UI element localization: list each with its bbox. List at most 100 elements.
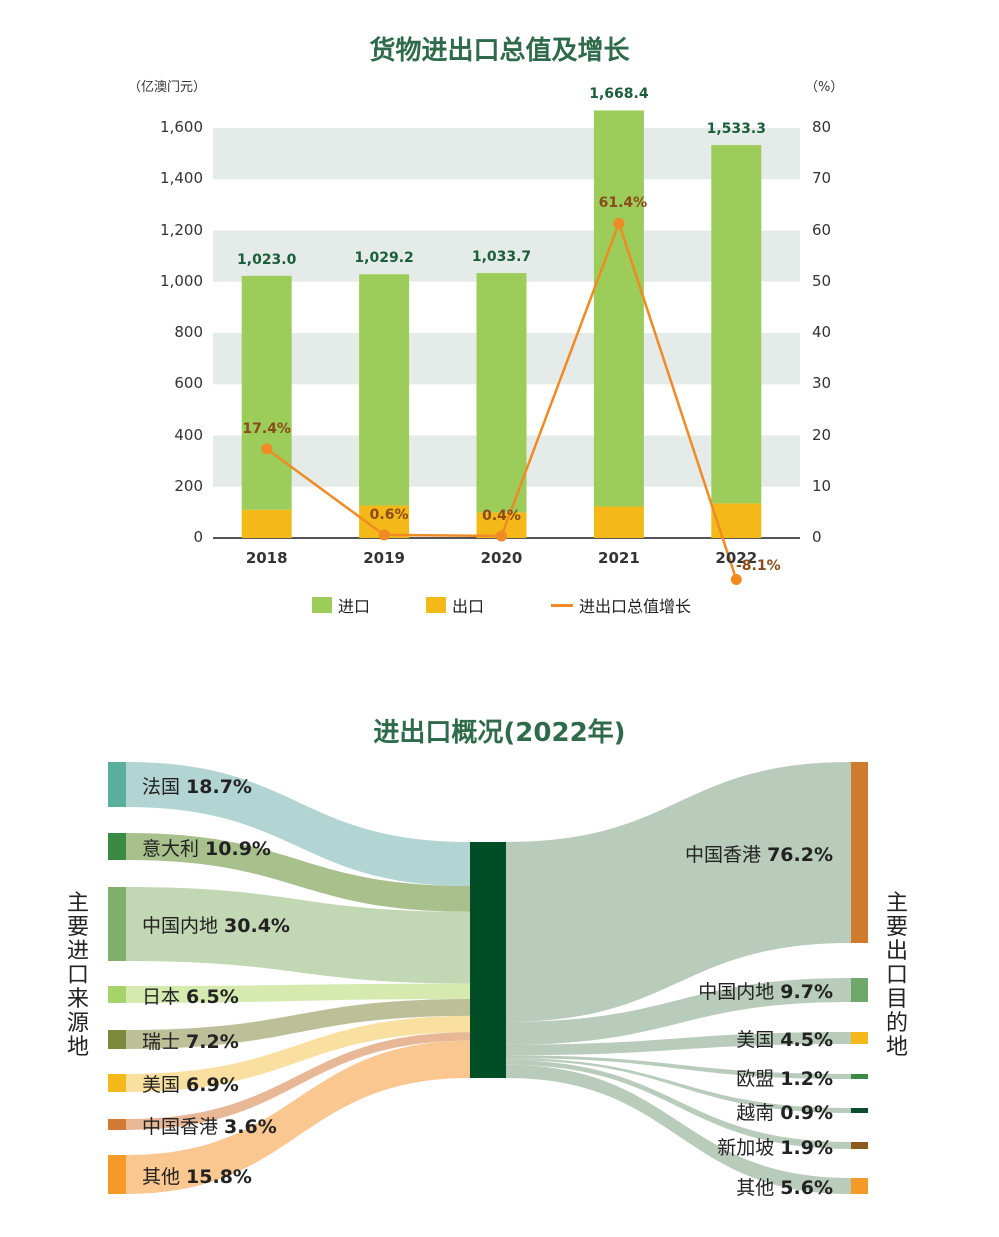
source-node <box>108 762 126 807</box>
y-tick-label: 1,000 <box>160 271 203 290</box>
source-node <box>108 986 126 1003</box>
bar-exports <box>711 503 762 538</box>
destination-value: 1.2% <box>780 1067 833 1090</box>
source-name: 法国 <box>142 775 187 798</box>
growth-point <box>378 529 390 541</box>
y-tick-label: 600 <box>174 374 203 393</box>
chart-title-overview: 进出口概况(2022年) <box>373 718 626 748</box>
growth-value-label: 61.4% <box>598 195 648 212</box>
bar-exports <box>241 509 292 538</box>
destination-name: 越南 <box>736 1101 781 1124</box>
source-node <box>108 1119 126 1130</box>
bar-imports <box>593 110 644 507</box>
source-label: 日本 6.5% <box>142 982 239 1009</box>
source-name: 日本 <box>142 985 187 1008</box>
destination-flow <box>506 978 851 1045</box>
source-flow <box>126 887 470 984</box>
source-value: 3.6% <box>224 1115 277 1138</box>
destination-value: 76.2% <box>767 843 833 866</box>
x-tick-label: 2020 <box>480 549 523 567</box>
y2-tick-label: 80 <box>812 118 832 136</box>
destination-label: 新加坡 1.9% <box>717 1133 833 1160</box>
right-axis-unit: （%） <box>805 80 844 95</box>
growth-point <box>613 217 625 229</box>
source-flow <box>126 833 470 912</box>
y2-tick-label: 0 <box>812 528 822 546</box>
destination-node <box>851 1108 868 1113</box>
source-node <box>108 1074 126 1092</box>
destination-name: 美国 <box>736 1029 781 1051</box>
legend-exports: 出口 <box>426 593 484 617</box>
export-destinations-axis-label: 主要出口目的地 <box>885 891 908 1060</box>
legend-imports-label: 进口 <box>338 597 371 616</box>
destination-node <box>851 1032 868 1044</box>
y2-tick-label: 50 <box>812 271 832 290</box>
growth-point <box>261 443 273 455</box>
destination-node <box>851 1142 868 1149</box>
source-flow <box>126 1015 470 1092</box>
source-name: 美国 <box>142 1074 187 1096</box>
destination-name: 欧盟 <box>736 1067 781 1090</box>
source-label: 美国 6.9% <box>142 1070 239 1097</box>
source-value: 18.7% <box>186 775 252 798</box>
legend-growth: 进出口总值增长 <box>551 593 691 617</box>
destination-flow <box>506 1058 851 1113</box>
trade-bar-chart <box>213 110 800 586</box>
source-flow <box>126 1032 470 1130</box>
growth-point <box>730 574 742 586</box>
destination-node <box>851 1074 868 1079</box>
source-flow <box>126 998 470 1049</box>
legend-exports-swatch <box>426 597 446 613</box>
bar-imports <box>359 274 410 506</box>
destination-flow <box>506 762 851 1022</box>
source-name: 中国内地 <box>142 915 225 937</box>
source-value: 6.9% <box>186 1074 239 1096</box>
bar-exports <box>593 506 644 538</box>
source-node <box>108 833 126 860</box>
x-tick-label: 2022 <box>715 549 758 567</box>
destination-value: 4.5% <box>780 1029 833 1051</box>
source-label: 中国内地 30.4% <box>142 911 290 938</box>
x-tick-label: 2018 <box>245 549 288 567</box>
source-value: 30.4% <box>224 915 290 937</box>
legend-imports-swatch <box>312 597 332 613</box>
destination-label: 中国香港 76.2% <box>685 840 833 867</box>
grid-band <box>213 128 800 180</box>
y2-tick-label: 20 <box>812 425 832 444</box>
source-name: 中国香港 <box>142 1115 225 1138</box>
legend-growth-swatch <box>551 603 573 607</box>
legend-imports: 进口 <box>312 593 370 617</box>
bar-total-label: 1,023.0 <box>237 251 297 268</box>
y-tick-label: 800 <box>174 323 203 341</box>
source-name: 意大利 <box>142 837 206 860</box>
source-label: 其他 15.8% <box>142 1162 252 1189</box>
source-label: 意大利 10.9% <box>142 834 271 861</box>
growth-value-label: 17.4% <box>242 420 291 437</box>
x-tick-label: 2021 <box>598 549 640 567</box>
destination-name: 新加坡 <box>717 1136 781 1159</box>
destination-value: 0.9% <box>780 1101 833 1124</box>
y-tick-label: 1,200 <box>160 220 203 239</box>
destination-flow <box>506 1060 851 1149</box>
source-value: 10.9% <box>205 837 271 860</box>
destination-label: 中国内地 9.7% <box>698 977 833 1004</box>
bar-imports <box>711 145 762 504</box>
bar-total-label: 1,029.2 <box>354 250 414 267</box>
destination-flow <box>506 1055 851 1079</box>
y-tick-label: 1,400 <box>160 169 203 188</box>
growth-value-label: 0.6% <box>369 506 409 523</box>
growth-value-label: 0.4% <box>482 507 521 524</box>
y-tick-label: 200 <box>174 476 203 495</box>
destination-node <box>851 762 868 943</box>
x-tick-label: 2019 <box>363 549 405 567</box>
legend-exports-label: 出口 <box>452 597 485 616</box>
destination-label: 越南 0.9% <box>736 1098 833 1125</box>
y2-tick-label: 60 <box>812 220 832 239</box>
growth-value-label: -8.1% <box>735 557 781 574</box>
destination-node <box>851 1178 868 1194</box>
source-node <box>108 887 126 961</box>
destination-node <box>851 978 868 1002</box>
bar-imports <box>476 273 527 513</box>
destination-name: 中国内地 <box>698 981 781 1003</box>
y2-tick-label: 70 <box>812 169 832 188</box>
